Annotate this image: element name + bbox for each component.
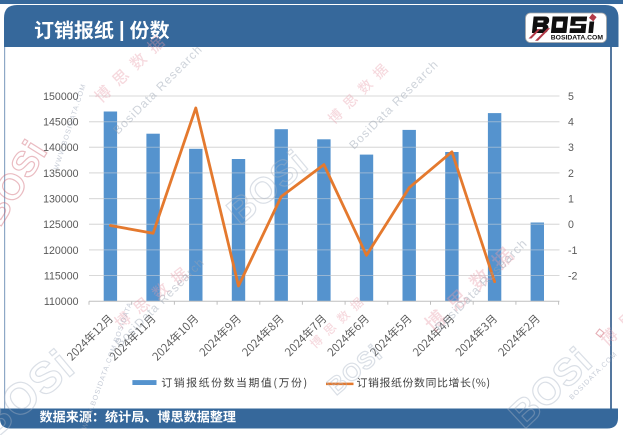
svg-text:130000: 130000 <box>43 194 78 206</box>
svg-text:4: 4 <box>568 117 574 129</box>
svg-text:125000: 125000 <box>43 219 78 231</box>
svg-text:145000: 145000 <box>43 117 78 129</box>
svg-text:140000: 140000 <box>43 142 78 154</box>
svg-text:0: 0 <box>568 219 574 231</box>
svg-text:1: 1 <box>568 194 574 206</box>
svg-text:3: 3 <box>568 142 574 154</box>
svg-text:110000: 110000 <box>44 296 79 308</box>
svg-text:150000: 150000 <box>43 91 78 103</box>
svg-text:115000: 115000 <box>44 270 79 282</box>
svg-text:135000: 135000 <box>43 168 78 180</box>
svg-text:BOSIDATA.COM: BOSIDATA.COM <box>551 35 604 42</box>
svg-text:5: 5 <box>568 91 574 103</box>
svg-text:-1: -1 <box>568 245 578 257</box>
svg-text:2: 2 <box>568 168 574 180</box>
svg-text:-2: -2 <box>568 270 578 282</box>
svg-text:120000: 120000 <box>43 245 78 257</box>
